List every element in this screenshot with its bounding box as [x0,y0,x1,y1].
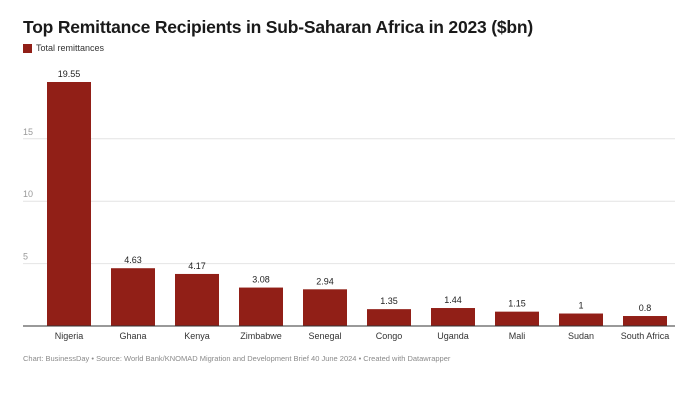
category-label: Uganda [437,331,469,341]
value-label: 3.08 [252,275,270,285]
category-label: Congo [376,331,403,341]
bar [367,309,411,326]
value-label: 2.94 [316,276,334,286]
category-label: Senegal [308,331,341,341]
bar [431,308,475,326]
category-label: Ghana [119,331,146,341]
value-label: 19.55 [58,69,81,79]
y-tick-label: 15 [23,127,33,137]
bar [495,311,539,326]
legend-label: Total remittances [36,43,105,53]
category-label: Mali [509,331,526,341]
y-tick-label: 10 [23,189,33,199]
category-label: Sudan [568,331,594,341]
bar [303,289,347,326]
value-label: 0.8 [639,303,652,313]
y-tick-label: 5 [23,252,28,262]
bar [111,268,155,326]
value-label: 4.17 [188,261,206,271]
category-label: Zimbabwe [240,331,282,341]
value-label: 1.44 [444,295,462,305]
value-label: 1.15 [508,299,526,309]
legend-swatch [23,43,32,53]
value-label: 1.35 [380,296,398,306]
category-label: Kenya [184,331,210,341]
bar [623,316,667,326]
legend: Total remittances [23,43,104,53]
bar [559,313,603,326]
value-label: 4.63 [124,255,142,265]
bar [239,287,283,326]
category-label: Nigeria [55,331,84,341]
value-label: 1 [578,301,583,311]
chart-title: Top Remittance Recipients in Sub-Saharan… [23,17,533,37]
bar [175,273,219,326]
chart-footer: Chart: BusinessDay • Source: World Bank/… [23,354,451,363]
bar [47,82,91,326]
category-label: South Africa [621,331,670,341]
